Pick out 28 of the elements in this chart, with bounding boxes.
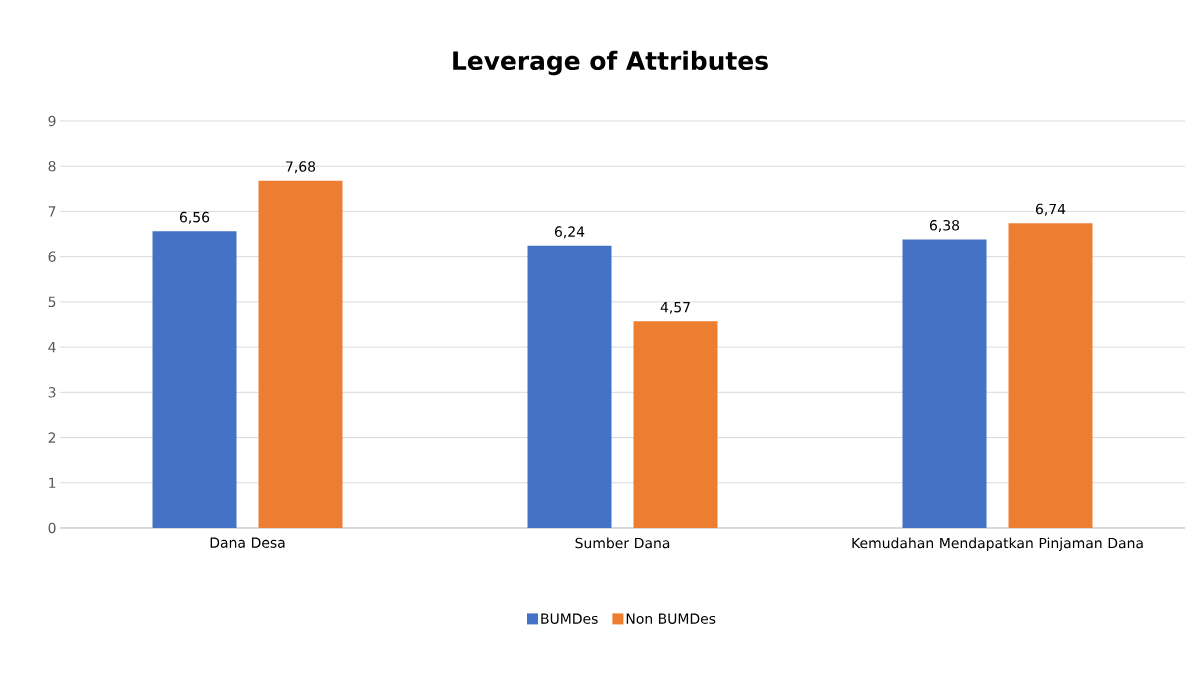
legend-label: Non BUMDes — [626, 613, 716, 624]
bar — [152, 231, 237, 528]
y-tick-label: 4 — [48, 342, 56, 353]
y-tick-label: 7 — [48, 206, 56, 217]
bar — [633, 321, 718, 528]
x-tick-label: Dana Desa — [210, 537, 285, 548]
y-tick-label: 1 — [49, 477, 56, 488]
data-label: 7,68 — [286, 161, 316, 174]
x-tick-label: Kemudahan Mendapatkan Pinjaman Dana — [852, 537, 1143, 552]
bar — [902, 239, 987, 528]
chart-title: Leverage of Attributes — [453, 50, 768, 76]
data-label: 6,56 — [179, 211, 210, 224]
data-label: 6,38 — [929, 219, 960, 232]
bar — [527, 245, 612, 528]
bar — [1008, 223, 1093, 528]
y-tick-label: 2 — [48, 432, 56, 443]
y-tick-label: 5 — [48, 296, 56, 308]
y-tick-label: 9 — [48, 115, 56, 127]
data-label: 6,24 — [554, 226, 585, 239]
y-tick-label: 0 — [48, 522, 56, 534]
legend-label: BUMDes — [541, 613, 598, 624]
y-tick-label: 6 — [48, 251, 56, 262]
y-tick-label: 8 — [48, 160, 56, 172]
bar — [258, 180, 343, 528]
data-label: 6,74 — [1035, 203, 1066, 216]
y-tick-label: 3 — [48, 387, 56, 398]
data-label: 4,57 — [660, 302, 690, 314]
x-tick-label: Sumber Dana — [575, 537, 670, 549]
